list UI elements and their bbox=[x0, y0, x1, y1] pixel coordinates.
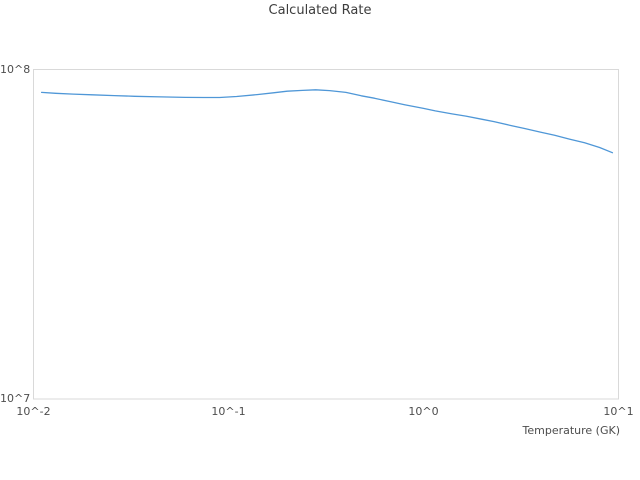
rate-line-series bbox=[40, 89, 614, 154]
x-tick-label: 10^-1 bbox=[211, 405, 246, 418]
plot-border bbox=[33, 69, 619, 400]
x-tick-label: 10^1 bbox=[603, 405, 634, 418]
y-tick-label: 10^7 bbox=[0, 392, 31, 405]
x-tick-label: 10^0 bbox=[408, 405, 439, 418]
x-tick-label: 10^-2 bbox=[16, 405, 51, 418]
chart-title: Calculated Rate bbox=[268, 3, 372, 18]
y-tick-label: 10^8 bbox=[0, 62, 31, 76]
x-axis-title: Temperature (GK) bbox=[522, 424, 621, 437]
